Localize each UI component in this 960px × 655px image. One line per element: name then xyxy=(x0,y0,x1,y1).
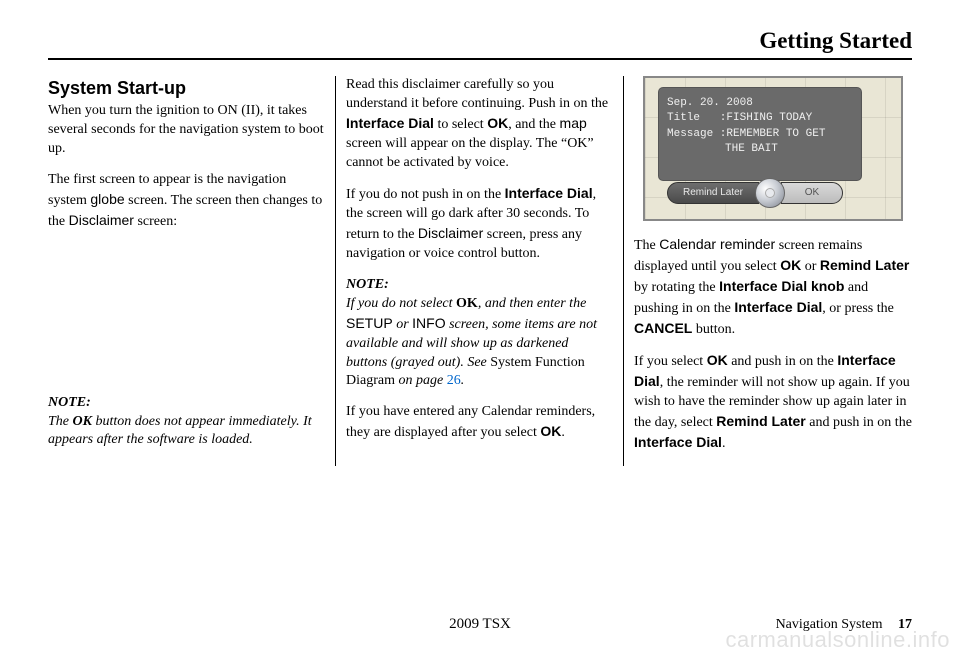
text: , and the xyxy=(508,117,559,132)
note: NOTE: The OK button does not appear imme… xyxy=(48,394,325,451)
ui-term: Interface Dial xyxy=(634,434,722,450)
label: Message : xyxy=(667,128,726,140)
screenshot-placeholder xyxy=(48,244,325,394)
ui-term: Interface Dial xyxy=(505,185,593,201)
ui-term: Disclaimer xyxy=(418,225,483,241)
ok-button[interactable]: OK xyxy=(781,182,843,204)
paragraph: If you have entered any Calendar reminde… xyxy=(346,403,613,443)
ui-term: Interface Dial xyxy=(734,299,822,315)
paragraph: When you turn the ignition to ON (II), i… xyxy=(48,102,325,159)
ui-term: Remind Later xyxy=(820,257,909,273)
label: Title : xyxy=(667,112,726,124)
column-3: Sep. 20. 2008 Title :FISHING TODAY Messa… xyxy=(624,76,912,466)
note-label: NOTE: xyxy=(346,277,389,292)
ui-term: Remind Later xyxy=(716,413,805,429)
text: If you do not select xyxy=(346,296,456,311)
text: . xyxy=(722,436,726,451)
text: or xyxy=(801,259,820,274)
text: and push in on the xyxy=(728,354,838,369)
text: and push in on the xyxy=(806,415,912,430)
ui-term: OK xyxy=(456,296,478,311)
text: . xyxy=(561,425,565,440)
ui-term: OK xyxy=(540,423,561,439)
column-1: System Start-up When you turn the igniti… xyxy=(48,76,336,466)
text: screen: xyxy=(134,214,177,229)
ui-term: CANCEL xyxy=(634,320,692,336)
page-header: Getting Started xyxy=(48,28,912,60)
ui-term: SETUP xyxy=(346,315,393,331)
columns: System Start-up When you turn the igniti… xyxy=(48,76,912,466)
watermark: carmanualsonline.info xyxy=(725,627,950,653)
page-content: Getting Started System Start-up When you… xyxy=(48,28,912,466)
text: , or press the xyxy=(822,301,894,316)
note-label: NOTE: xyxy=(48,395,91,410)
column-2: Read this disclaimer carefully so you un… xyxy=(336,76,624,466)
paragraph: The Calendar reminder screen remains dis… xyxy=(634,235,912,339)
text: or xyxy=(393,317,412,332)
paragraph: If you do not push in on the Interface D… xyxy=(346,184,613,264)
section-heading: System Start-up xyxy=(48,76,325,100)
text: The xyxy=(634,238,659,253)
header-title: Getting Started xyxy=(759,28,912,53)
text: screen will appear on the display. The “… xyxy=(346,136,594,170)
popup-msg-row2: THE BAIT xyxy=(667,142,853,157)
ui-term: globe xyxy=(90,191,124,207)
text: , and then enter the xyxy=(478,296,586,311)
text: The xyxy=(48,414,73,429)
value: FISHING TODAY xyxy=(726,112,812,124)
text: button. xyxy=(692,322,735,337)
ui-term: Calendar reminder xyxy=(659,236,775,252)
text: on page xyxy=(395,373,447,388)
ui-term: Disclaimer xyxy=(69,212,134,228)
dial-knob-icon[interactable] xyxy=(755,178,785,208)
ui-term: Interface Dial xyxy=(346,115,434,131)
popup-msg-row: Message :REMEMBER TO GET xyxy=(667,127,853,142)
paragraph: The first screen to appear is the naviga… xyxy=(48,171,325,232)
page-ref: 26 xyxy=(447,373,461,388)
popup-title-row: Title :FISHING TODAY xyxy=(667,111,853,126)
ui-term: OK xyxy=(780,257,801,273)
ui-term: map xyxy=(560,115,587,131)
paragraph: Read this disclaimer carefully so you un… xyxy=(346,76,613,172)
text: . xyxy=(461,373,465,388)
popup-date: Sep. 20. 2008 xyxy=(667,96,853,111)
text: If you do not push in on the xyxy=(346,187,505,202)
ui-term: OK xyxy=(707,352,728,368)
value: REMEMBER TO GET xyxy=(726,128,825,140)
ui-term: OK xyxy=(73,414,92,429)
text: Read this disclaimer carefully so you un… xyxy=(346,77,608,111)
remind-later-button[interactable]: Remind Later xyxy=(667,182,759,204)
ui-term: OK xyxy=(487,115,508,131)
text: If you select xyxy=(634,354,707,369)
text: to select xyxy=(434,117,487,132)
ui-term: INFO xyxy=(412,315,445,331)
device-screenshot: Sep. 20. 2008 Title :FISHING TODAY Messa… xyxy=(643,76,903,221)
ui-term: Interface Dial knob xyxy=(719,278,844,294)
knob-row: Remind Later OK xyxy=(667,179,857,207)
note: NOTE: If you do not select OK, and then … xyxy=(346,276,613,391)
text: by rotating the xyxy=(634,280,719,295)
reminder-popup: Sep. 20. 2008 Title :FISHING TODAY Messa… xyxy=(659,88,861,180)
paragraph: If you select OK and push in on the Inte… xyxy=(634,351,912,453)
